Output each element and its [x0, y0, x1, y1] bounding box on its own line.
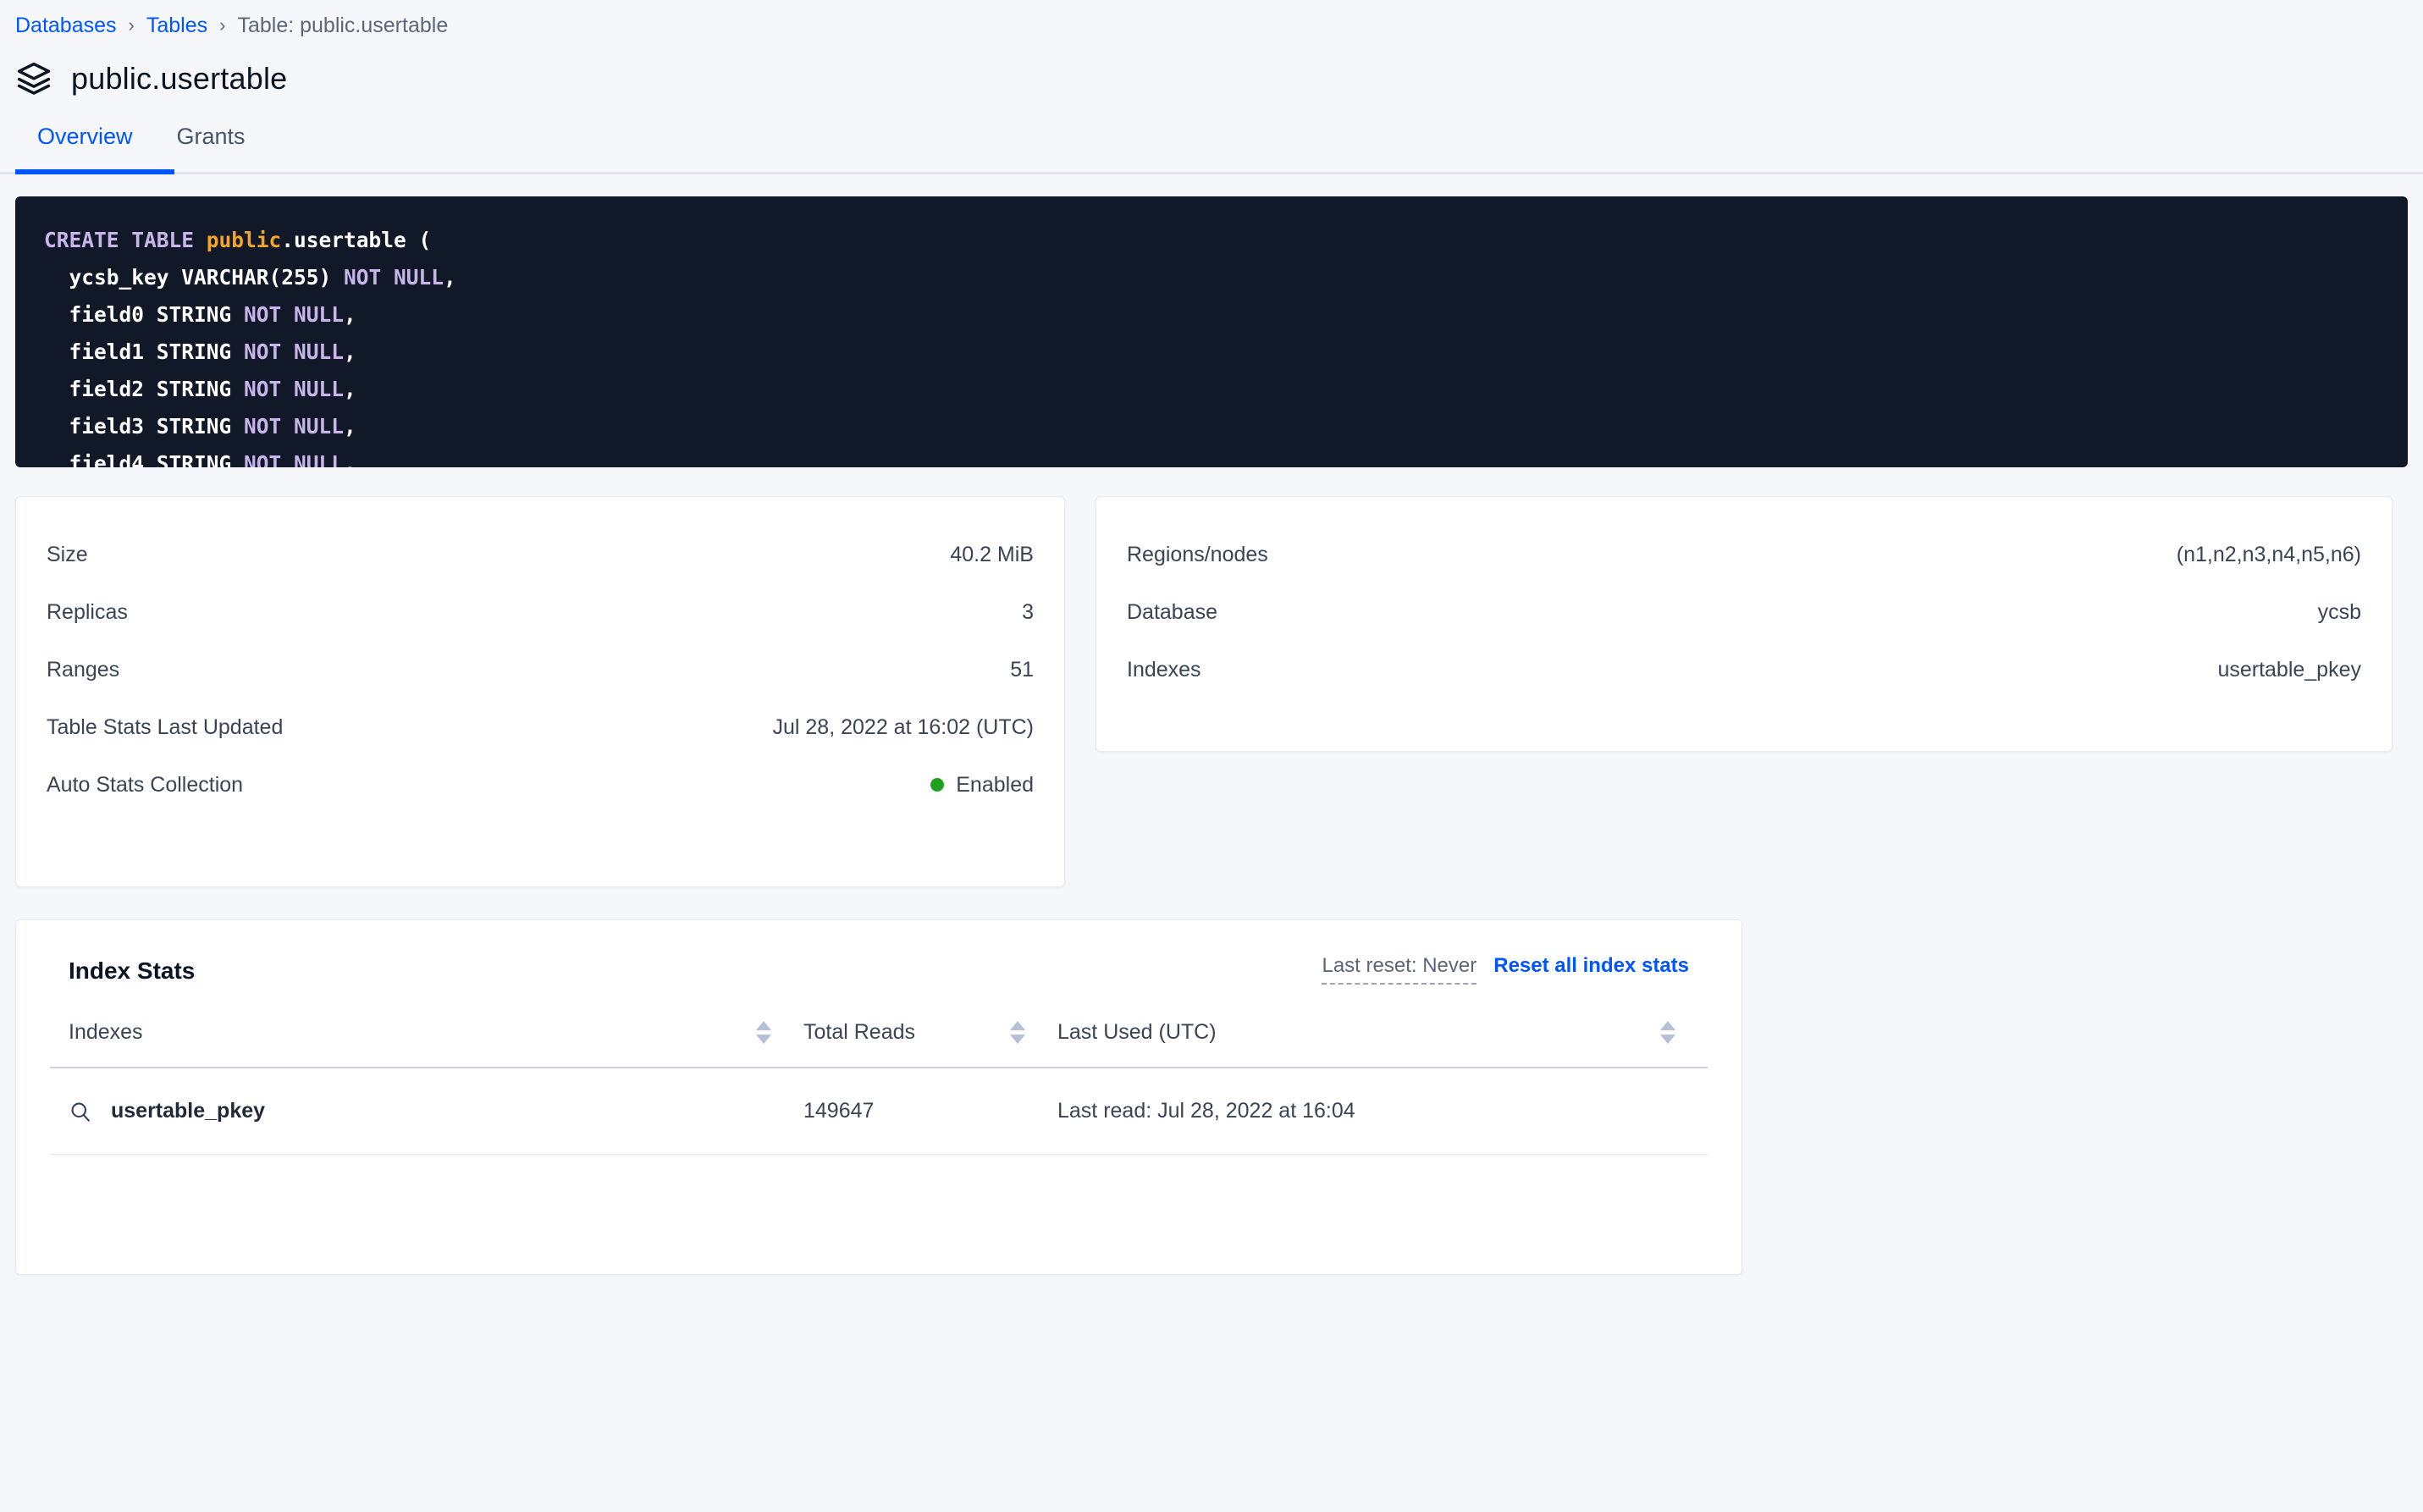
index-stats-title: Index Stats — [69, 957, 196, 984]
stat-row-ranges: Ranges 51 — [47, 641, 1034, 698]
stat-label: Regions/nodes — [1127, 542, 1268, 566]
stat-value: Jul 28, 2022 at 16:02 (UTC) — [772, 715, 1035, 739]
code-token: CREATE TABLE — [44, 228, 207, 252]
stat-label: Size — [47, 542, 88, 566]
stat-row-auto-stats-collection: Auto Stats Collection Enabled — [47, 756, 1034, 814]
code-token: , — [344, 414, 356, 439]
code-token: field2 STRING — [44, 377, 245, 401]
cell-index-name: usertable_pkey — [50, 1068, 803, 1155]
breadcrumb-current: Table: public.usertable — [237, 13, 449, 37]
table-placement-card: Regions/nodes (n1,n2,n3,n4,n5,n6) Databa… — [1096, 496, 2393, 752]
tab-overview[interactable]: Overview — [15, 119, 155, 172]
code-token: NOT NULL — [244, 451, 345, 467]
sort-toggle-icon[interactable] — [1010, 1021, 1025, 1044]
index-stats-header: Index Stats Last reset: Never Reset all … — [50, 954, 1708, 985]
breadcrumb-separator-icon: › — [219, 14, 226, 36]
column-header-label: Last Used (UTC) — [1057, 1020, 1217, 1044]
stats-cards-row: Size 40.2 MiB Replicas 3 Ranges 51 Table… — [15, 496, 2408, 887]
code-token: NOT NULL — [244, 377, 345, 401]
tab-rail — [0, 172, 2423, 174]
code-token: , — [344, 451, 356, 467]
code-token: , — [344, 339, 356, 364]
tab-active-indicator — [15, 169, 174, 174]
stat-label: Replicas — [47, 599, 128, 624]
code-token: field1 STRING — [44, 339, 245, 364]
code-token: NOT NULL — [244, 302, 345, 327]
stat-label: Database — [1127, 599, 1218, 624]
sort-toggle-icon[interactable] — [756, 1021, 771, 1044]
column-header-label: Total Reads — [803, 1020, 916, 1044]
index-stats-card: Index Stats Last reset: Never Reset all … — [15, 919, 1742, 1275]
breadcrumb-link-databases[interactable]: Databases — [15, 13, 117, 37]
stat-value: 40.2 MiB — [950, 542, 1034, 566]
code-token: field4 STRING — [44, 451, 245, 467]
stat-row-size: Size 40.2 MiB — [47, 526, 1034, 583]
code-token: public — [206, 228, 282, 252]
code-token: NOT NULL — [244, 414, 345, 439]
index-stats-table: Indexes Total Reads — [50, 1020, 1708, 1155]
stat-value: usertable_pkey — [2217, 657, 2361, 682]
code-token: ycsb_key VARCHAR(255) — [44, 265, 345, 290]
code-token: , — [344, 377, 356, 401]
stat-row-database: Database ycsb — [1127, 583, 2361, 641]
stat-label: Indexes — [1127, 657, 1201, 682]
breadcrumb-separator-icon: › — [128, 14, 135, 36]
last-reset-label: Last reset: Never — [1322, 954, 1477, 985]
table-details-card: Size 40.2 MiB Replicas 3 Ranges 51 Table… — [15, 496, 1065, 887]
page-title: public.usertable — [71, 61, 288, 96]
stat-label: Auto Stats Collection — [47, 772, 244, 797]
stat-value: 51 — [1010, 657, 1034, 682]
column-header-last-used[interactable]: Last Used (UTC) — [1057, 1020, 1708, 1068]
tab-bar: Overview Grants — [0, 119, 2423, 174]
reset-all-index-stats-link[interactable]: Reset all index stats — [1493, 954, 1689, 977]
code-token: .usertable ( — [281, 228, 432, 252]
column-header-indexes[interactable]: Indexes — [50, 1020, 803, 1068]
create-table-statement-card: CREATE TABLE public.usertable ( ycsb_key… — [15, 196, 2408, 467]
index-stats-actions: Last reset: Never Reset all index stats — [1322, 954, 1689, 985]
code-token: field3 STRING — [44, 414, 245, 439]
stat-value: ycsb — [2317, 599, 2361, 624]
code-token: , — [344, 302, 356, 327]
breadcrumb-link-tables[interactable]: Tables — [146, 13, 208, 37]
cell-total-reads: 149647 — [803, 1068, 1057, 1155]
stat-label: Table Stats Last Updated — [47, 715, 284, 739]
index-name-link[interactable]: usertable_pkey — [111, 1099, 266, 1123]
tab-grants[interactable]: Grants — [155, 119, 268, 172]
table-row[interactable]: usertable_pkey 149647 Last read: Jul 28,… — [50, 1068, 1708, 1155]
create-table-code: CREATE TABLE public.usertable ( ycsb_key… — [44, 222, 2379, 467]
status-badge: Enabled — [930, 773, 1034, 797]
search-icon — [69, 1100, 92, 1123]
stat-row-replicas: Replicas 3 — [47, 583, 1034, 641]
stat-label: Ranges — [47, 657, 120, 682]
breadcrumb: Databases › Tables › Table: public.usert… — [0, 0, 2423, 39]
code-token: NOT NULL — [244, 339, 345, 364]
page-header: public.usertable — [0, 39, 2423, 100]
table-header-row: Indexes Total Reads — [50, 1020, 1708, 1068]
status-dot-icon — [930, 778, 945, 792]
stat-row-table-stats-last-updated: Table Stats Last Updated Jul 28, 2022 at… — [47, 698, 1034, 756]
column-header-total-reads[interactable]: Total Reads — [803, 1020, 1057, 1068]
cell-last-used: Last read: Jul 28, 2022 at 16:04 — [1057, 1068, 1708, 1155]
sort-toggle-icon[interactable] — [1660, 1021, 1675, 1044]
stat-row-regions-nodes: Regions/nodes (n1,n2,n3,n4,n5,n6) — [1127, 526, 2361, 583]
code-token: NOT NULL — [344, 265, 444, 290]
code-token: , — [444, 265, 456, 290]
stat-row-indexes: Indexes usertable_pkey — [1127, 641, 2361, 698]
stat-value: 3 — [1022, 599, 1034, 624]
column-header-label: Indexes — [69, 1020, 143, 1044]
code-token: field0 STRING — [44, 302, 245, 327]
status-text: Enabled — [956, 772, 1034, 797]
stat-value: (n1,n2,n3,n4,n5,n6) — [2176, 542, 2361, 566]
stack-icon — [15, 60, 52, 97]
